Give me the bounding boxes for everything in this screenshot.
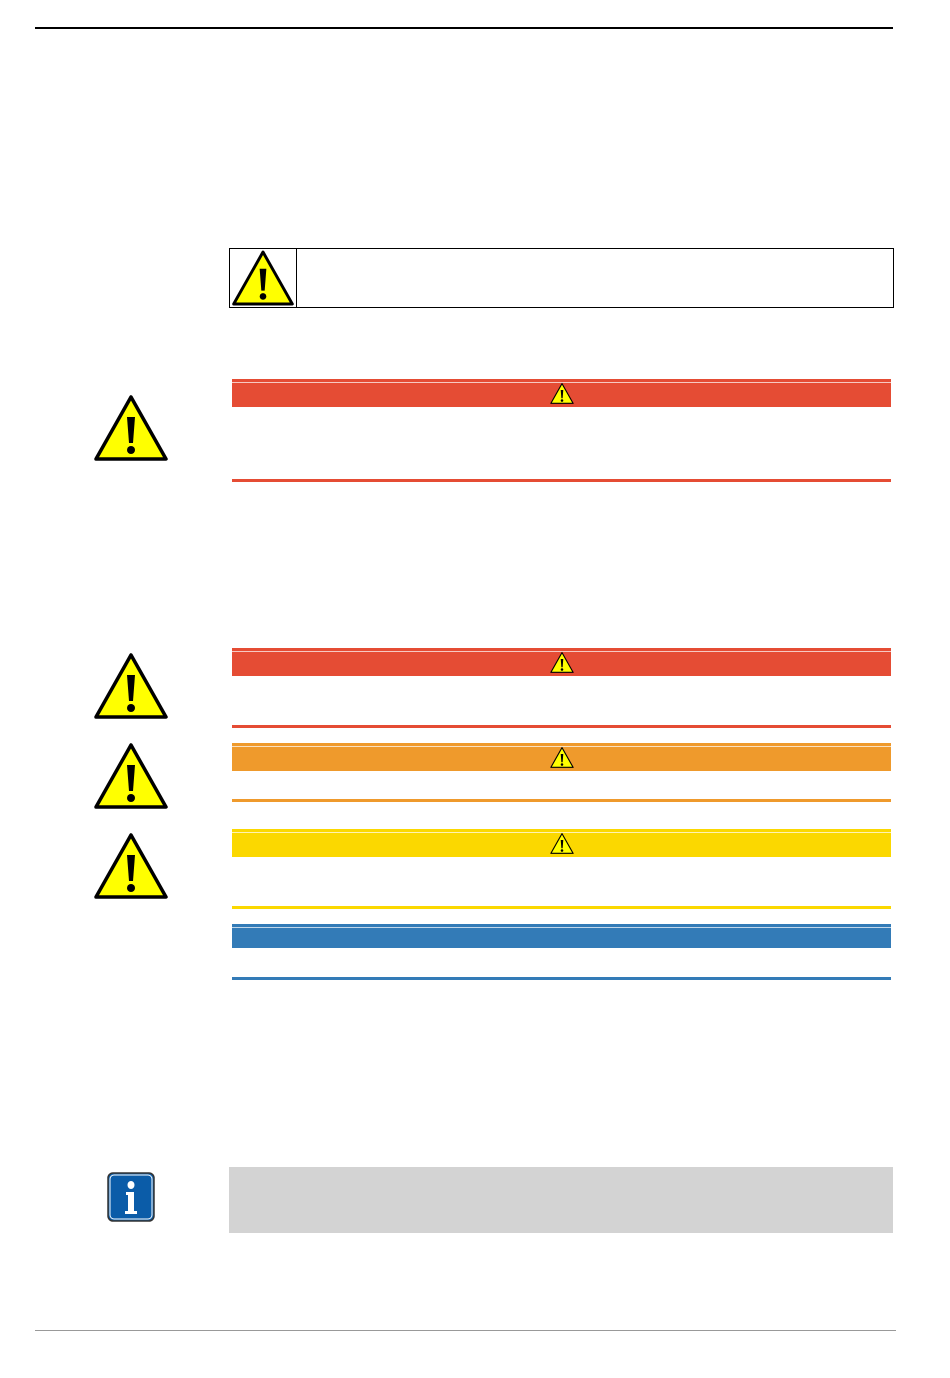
- warning-triangle-icon: [94, 743, 168, 809]
- danger-bottom-rule: [232, 725, 891, 728]
- footer-rule: [35, 1330, 896, 1331]
- warning-header: [232, 743, 891, 771]
- caution-notice: [232, 829, 891, 909]
- warning-notice: [232, 743, 891, 802]
- danger-notice: [232, 379, 891, 482]
- warning-triangle-icon: [94, 653, 168, 719]
- notice-box: [232, 924, 891, 980]
- warning-triangle-icon: [232, 250, 294, 306]
- caution-bottom-rule: [232, 906, 891, 909]
- warning-triangle-icon: [94, 395, 168, 461]
- info-icon: [107, 1172, 155, 1222]
- warning-bottom-rule: [232, 799, 891, 802]
- symbol-cell: [230, 249, 297, 307]
- warning-triangle-icon: [550, 652, 574, 673]
- symbol-explanation-box: [229, 248, 894, 308]
- header-rule: [35, 27, 893, 29]
- warning-triangle-icon: [550, 747, 574, 768]
- warning-triangle-icon: [550, 383, 574, 404]
- warning-triangle-icon: [550, 833, 574, 854]
- warning-triangle-icon: [94, 833, 168, 899]
- danger-header: [232, 379, 891, 407]
- danger-header: [232, 648, 891, 676]
- info-box: [229, 1167, 893, 1233]
- notice-bottom-rule: [232, 977, 891, 980]
- caution-header: [232, 829, 891, 857]
- danger-notice: [232, 648, 891, 728]
- notice-header: [232, 924, 891, 948]
- danger-bottom-rule: [232, 479, 891, 482]
